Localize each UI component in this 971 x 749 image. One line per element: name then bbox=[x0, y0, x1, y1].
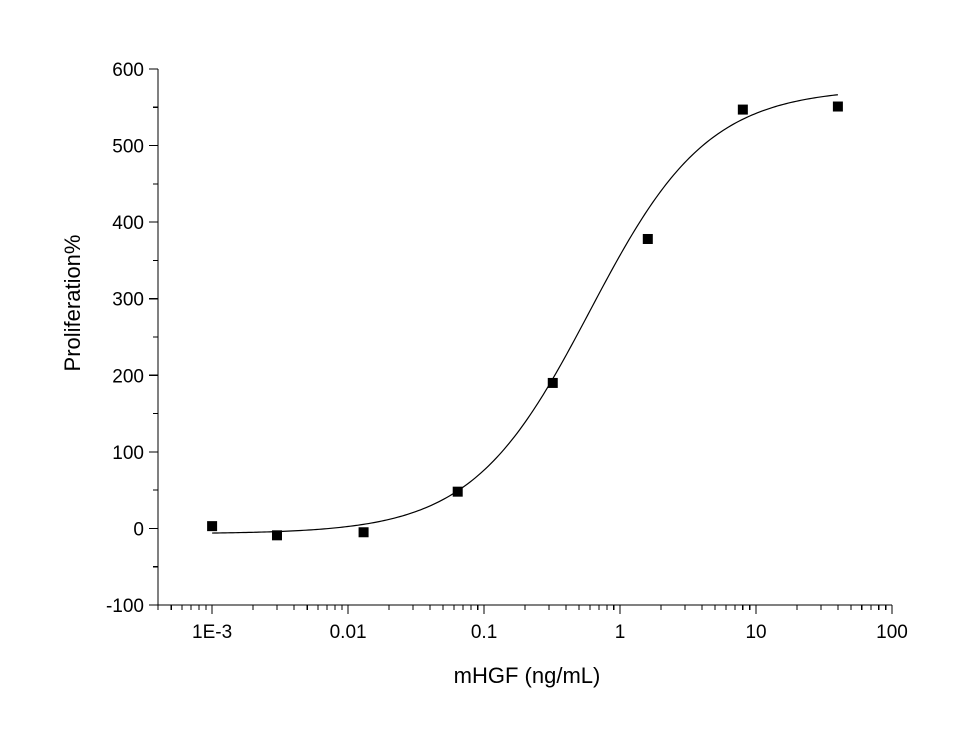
y-tick-label: 300 bbox=[112, 290, 144, 311]
data-points-layer bbox=[207, 101, 843, 541]
data-point bbox=[358, 527, 369, 538]
data-point bbox=[832, 101, 843, 112]
x-tick-label: 0.1 bbox=[471, 622, 497, 643]
data-point bbox=[737, 104, 748, 115]
data-point bbox=[271, 530, 282, 541]
x-axis-title: mHGF (ng/mL) bbox=[454, 663, 601, 688]
x-tick-label: 10 bbox=[745, 622, 766, 643]
y-axis-title: Proliferation% bbox=[60, 235, 85, 372]
data-point bbox=[547, 377, 558, 388]
y-tick-label: 200 bbox=[112, 366, 144, 387]
x-tick-label: 1E-3 bbox=[192, 622, 232, 643]
x-tick-label: 0.01 bbox=[330, 622, 367, 643]
axes: 1E-3 0.01 0.1 1 10 100 -100 0 100 200 300 400 500 600 bbox=[106, 60, 908, 643]
fit-curve-layer bbox=[212, 94, 838, 534]
y-tick-label: 400 bbox=[112, 213, 144, 234]
x-tick-label: 100 bbox=[876, 622, 908, 643]
x-tick-label: 1 bbox=[615, 622, 626, 643]
y-tick-label: 600 bbox=[112, 60, 144, 81]
data-point bbox=[207, 521, 218, 532]
y-tick-label: 0 bbox=[133, 519, 144, 540]
data-point bbox=[452, 486, 463, 497]
y-tick-label: 100 bbox=[112, 443, 144, 464]
data-point bbox=[642, 233, 653, 244]
y-tick-label: -100 bbox=[106, 596, 144, 617]
y-tick-label: 500 bbox=[112, 137, 144, 158]
fit-curve bbox=[212, 94, 838, 534]
